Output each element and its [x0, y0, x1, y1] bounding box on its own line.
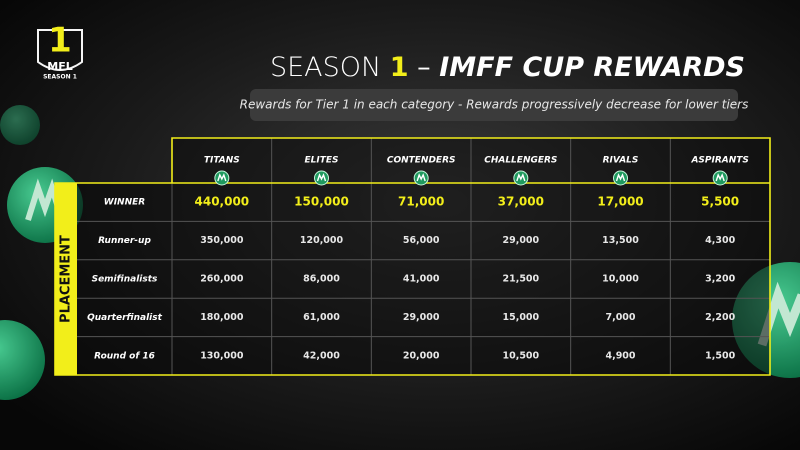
reward-cell: 71,000 — [398, 195, 444, 209]
reward-cell: 440,000 — [195, 195, 250, 209]
reward-cell: 42,000 — [303, 350, 340, 361]
coin-symbol — [316, 173, 327, 182]
title: SEASON 1 – IMFF CUP REWARDS — [270, 52, 745, 83]
coin-icon — [314, 170, 329, 186]
reward-cell: 350,000 — [200, 235, 244, 246]
coin-icon — [413, 170, 429, 186]
coin-symbol — [516, 173, 526, 182]
reward-cell: 37,000 — [498, 195, 544, 209]
reward-cell: 17,000 — [597, 195, 643, 209]
reward-cell: 2,200 — [705, 312, 735, 323]
coin-icon — [712, 170, 728, 186]
coin-symbol — [416, 173, 426, 182]
reward-cell: 3,200 — [705, 274, 735, 285]
reward-cell: 86,000 — [303, 274, 340, 285]
coin-symbol — [615, 173, 626, 182]
coin-icon — [513, 170, 529, 186]
reward-cell: 1,500 — [705, 350, 735, 361]
coin-icon — [613, 170, 628, 186]
column-header: CONTENDERS — [387, 156, 456, 166]
coin-symbol — [715, 173, 725, 182]
reward-cell: 21,500 — [502, 274, 539, 285]
reward-cell: 7,000 — [605, 312, 635, 323]
reward-cell: 4,900 — [605, 350, 635, 361]
reward-cell: 10,000 — [602, 274, 639, 285]
column-header: CHALLENGERS — [484, 156, 557, 166]
side-label: PLACEMENT — [59, 235, 74, 323]
column-header: ASPIRANTS — [690, 156, 748, 166]
title-dash: – — [409, 52, 440, 83]
reward-cell: 260,000 — [200, 274, 244, 285]
row-label: Quarterfinalist — [87, 313, 163, 323]
row-label: WINNER — [104, 198, 145, 208]
table: PLACEMENT TITANS ELITES CONTENDERS CHALLENGE… — [54, 137, 771, 376]
reward-cell: 41,000 — [403, 274, 440, 285]
coin-symbol — [217, 173, 227, 182]
reward-cell: 180,000 — [200, 312, 244, 323]
reward-cell: 5,500 — [701, 195, 739, 209]
row-label: Runner-up — [98, 236, 151, 246]
coin-icon — [214, 170, 230, 186]
logo-name: MFL — [47, 60, 72, 73]
row-label: Round of 16 — [94, 351, 155, 361]
title-part: SEASON — [270, 52, 390, 83]
reward-cell: 20,000 — [403, 350, 440, 361]
reward-cell: 13,500 — [602, 235, 639, 246]
title-part: IMFF CUP REWARDS — [439, 52, 745, 83]
reward-cell: 4,300 — [705, 235, 735, 246]
column-header: TITANS — [204, 156, 240, 166]
reward-cell: 130,000 — [200, 350, 244, 361]
subtitle-box — [250, 89, 738, 121]
reward-cell: 120,000 — [300, 235, 344, 246]
row-label: Semifinalists — [92, 275, 158, 285]
subtitle: Rewards for Tier 1 in each category - Re… — [240, 98, 749, 112]
reward-cell: 150,000 — [294, 195, 349, 209]
reward-cell: 29,000 — [403, 312, 440, 323]
logo-season: SEASON 1 — [43, 74, 77, 81]
column-header: ELITES — [304, 156, 338, 166]
reward-cell: 15,000 — [502, 312, 539, 323]
table-body — [55, 183, 770, 375]
reward-cell: 56,000 — [403, 235, 440, 246]
reward-cell: 29,000 — [502, 235, 539, 246]
logo: 1 MFL SEASON 1 — [37, 21, 83, 81]
title-number: 1 — [390, 52, 409, 83]
side-label-bar — [55, 183, 77, 375]
reward-cell: 61,000 — [303, 312, 340, 323]
reward-cell: 10,500 — [502, 350, 539, 361]
column-header: RIVALS — [603, 156, 639, 166]
logo-number: 1 — [48, 21, 72, 61]
